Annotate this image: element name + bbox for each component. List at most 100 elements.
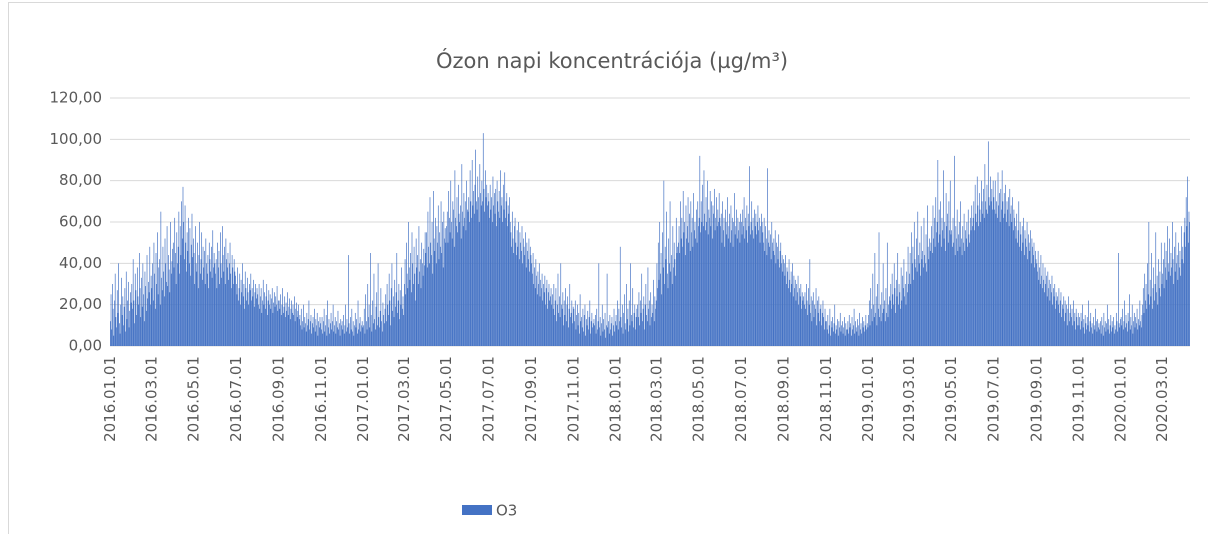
bar — [458, 213, 460, 346]
bar — [132, 259, 134, 346]
bar — [543, 284, 544, 346]
bar — [696, 209, 697, 346]
bar — [449, 217, 450, 346]
bar — [794, 288, 795, 346]
bar — [1060, 292, 1062, 346]
bar — [348, 255, 349, 346]
bar — [278, 300, 279, 346]
bar — [882, 263, 884, 346]
bar — [793, 275, 795, 346]
bar — [806, 300, 808, 346]
bar — [754, 226, 756, 346]
bar — [958, 234, 959, 346]
bar — [592, 327, 593, 346]
bar — [822, 300, 824, 346]
bar — [531, 263, 533, 346]
bar — [339, 323, 340, 346]
bar — [1137, 329, 1139, 346]
bar — [1095, 321, 1097, 346]
bar — [919, 242, 921, 346]
bar — [873, 304, 874, 346]
bar — [239, 273, 241, 346]
bar — [555, 288, 557, 346]
bar — [192, 257, 194, 346]
bar — [487, 193, 489, 346]
bar — [846, 329, 848, 346]
bar — [671, 284, 673, 346]
bar — [876, 325, 878, 346]
bar — [248, 304, 250, 346]
bar — [1046, 296, 1048, 346]
bar — [1091, 327, 1092, 346]
bar — [1128, 321, 1130, 346]
bar — [1113, 317, 1114, 346]
bar — [431, 222, 433, 346]
bar — [311, 333, 313, 346]
bar — [594, 315, 596, 346]
bar — [115, 317, 117, 346]
bar — [514, 217, 516, 346]
bar — [612, 325, 614, 346]
bar — [790, 292, 791, 346]
bar — [422, 263, 423, 346]
bar — [172, 242, 174, 346]
bar — [782, 271, 784, 346]
bar — [802, 300, 804, 346]
bar — [1099, 329, 1101, 346]
bar — [812, 292, 814, 346]
bar — [212, 230, 214, 346]
bar — [230, 273, 232, 346]
bar — [490, 209, 492, 346]
bar — [691, 232, 692, 346]
bar — [652, 312, 654, 346]
bar — [809, 259, 811, 346]
bar — [976, 176, 978, 346]
bar — [352, 331, 353, 346]
bar — [866, 323, 868, 346]
bar — [603, 319, 604, 346]
bar — [780, 242, 782, 346]
bar — [214, 263, 216, 346]
bar — [211, 277, 213, 346]
bar — [1069, 312, 1071, 346]
bar — [736, 238, 738, 346]
bar — [829, 308, 831, 346]
bar — [1030, 263, 1032, 346]
bar — [387, 304, 389, 346]
bar — [182, 186, 184, 346]
bar — [1178, 267, 1180, 346]
bar — [951, 230, 952, 346]
bar — [747, 242, 748, 346]
bar — [722, 201, 723, 346]
bar — [352, 321, 354, 346]
x-tick-label: 2018.11.01 — [817, 356, 835, 442]
bar — [238, 288, 240, 346]
bar — [1111, 331, 1112, 346]
bar — [1119, 327, 1121, 346]
bar — [726, 234, 728, 346]
bar — [404, 259, 406, 346]
bar — [326, 335, 328, 346]
bar — [881, 292, 883, 346]
bar — [410, 253, 411, 346]
bar — [553, 284, 555, 346]
bar — [321, 317, 323, 346]
bar — [637, 317, 639, 346]
bar — [449, 232, 451, 346]
bar — [789, 279, 791, 346]
bar — [269, 304, 270, 346]
bar — [446, 211, 448, 346]
bar — [1039, 284, 1041, 346]
bar — [149, 246, 151, 346]
bar — [580, 321, 582, 346]
chart-border — [8, 2, 1208, 534]
bar — [814, 304, 816, 346]
bar — [390, 325, 391, 346]
bar — [956, 238, 957, 346]
bar — [383, 315, 384, 346]
bar — [434, 250, 436, 346]
bar — [1105, 331, 1107, 346]
bar — [329, 333, 331, 346]
bar — [599, 317, 601, 346]
bar — [244, 308, 245, 346]
